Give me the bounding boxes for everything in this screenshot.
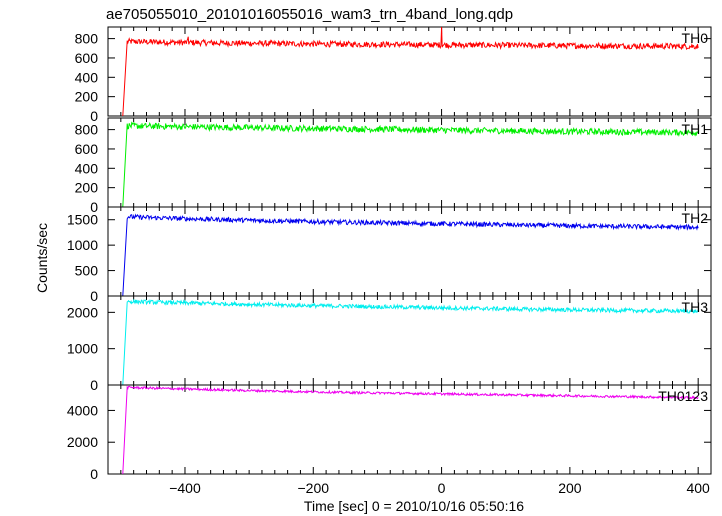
panel-label: TH0123 bbox=[658, 388, 708, 404]
y-tick-label: 800 bbox=[75, 122, 99, 138]
panel-th3: 0 1000 2000 TH3 bbox=[67, 295, 712, 393]
series-line-th3 bbox=[122, 298, 699, 386]
y-tick-label: 500 bbox=[75, 263, 99, 279]
y-tick-label: 200 bbox=[75, 180, 99, 196]
y-tick-label: 1500 bbox=[67, 212, 98, 228]
y-tick-label: 600 bbox=[75, 141, 99, 157]
series-line-th0 bbox=[122, 26, 699, 117]
y-tick-label: 400 bbox=[75, 69, 99, 85]
panels: 0 200 400 600 800 TH0 0 200 400 600 800 TH1 0 500 1000… bbox=[67, 26, 712, 496]
x-tick-label: 400 bbox=[686, 480, 710, 496]
y-tick-label: 1000 bbox=[67, 341, 98, 357]
panel-label: TH2 bbox=[682, 210, 709, 226]
series-line-th2 bbox=[122, 213, 699, 297]
panel-frame bbox=[107, 384, 712, 475]
y-tick-label: 2000 bbox=[67, 434, 98, 450]
panel-frame bbox=[107, 26, 712, 117]
x-tick-label: 0 bbox=[438, 480, 446, 496]
x-tick-label: −200 bbox=[298, 480, 330, 496]
x-tick-label: 200 bbox=[558, 480, 582, 496]
series-line-th1 bbox=[122, 121, 699, 208]
panel-th0: 0 200 400 600 800 TH0 bbox=[75, 26, 712, 124]
y-tick-label: 0 bbox=[90, 108, 98, 124]
panel-label: TH0 bbox=[682, 30, 709, 46]
x-axis-label: Time [sec] 0 = 2010/10/16 05:50:16 bbox=[304, 498, 524, 514]
panel-th2: 0 500 1000 1500 TH2 bbox=[67, 206, 712, 304]
y-tick-label: 600 bbox=[75, 50, 99, 66]
y-tick-label: 0 bbox=[90, 288, 98, 304]
y-tick-label: 800 bbox=[75, 31, 99, 47]
panel-label: TH3 bbox=[682, 299, 709, 315]
y-tick-label: 2000 bbox=[67, 304, 98, 320]
panel-frame bbox=[107, 206, 712, 297]
y-tick-label: 0 bbox=[90, 377, 98, 393]
panel-th0123: 0 2000 4000 TH0123 bbox=[67, 384, 712, 482]
y-axis-label: Counts/sec bbox=[34, 223, 50, 293]
y-tick-label: 400 bbox=[75, 160, 99, 176]
chart-title: ae705055010_20101016055016_wam3_trn_4ban… bbox=[106, 6, 513, 23]
panel-label: TH1 bbox=[682, 121, 709, 137]
x-tick-label: −400 bbox=[169, 480, 201, 496]
panel-frame bbox=[107, 295, 712, 386]
y-tick-label: 200 bbox=[75, 89, 99, 105]
series-line-th0123 bbox=[122, 385, 699, 475]
y-tick-label: 0 bbox=[90, 199, 98, 215]
panel-th1: 0 200 400 600 800 TH1 bbox=[75, 117, 712, 215]
y-tick-label: 0 bbox=[90, 466, 98, 482]
y-tick-label: 4000 bbox=[67, 402, 98, 418]
y-tick-label: 1000 bbox=[67, 237, 98, 253]
